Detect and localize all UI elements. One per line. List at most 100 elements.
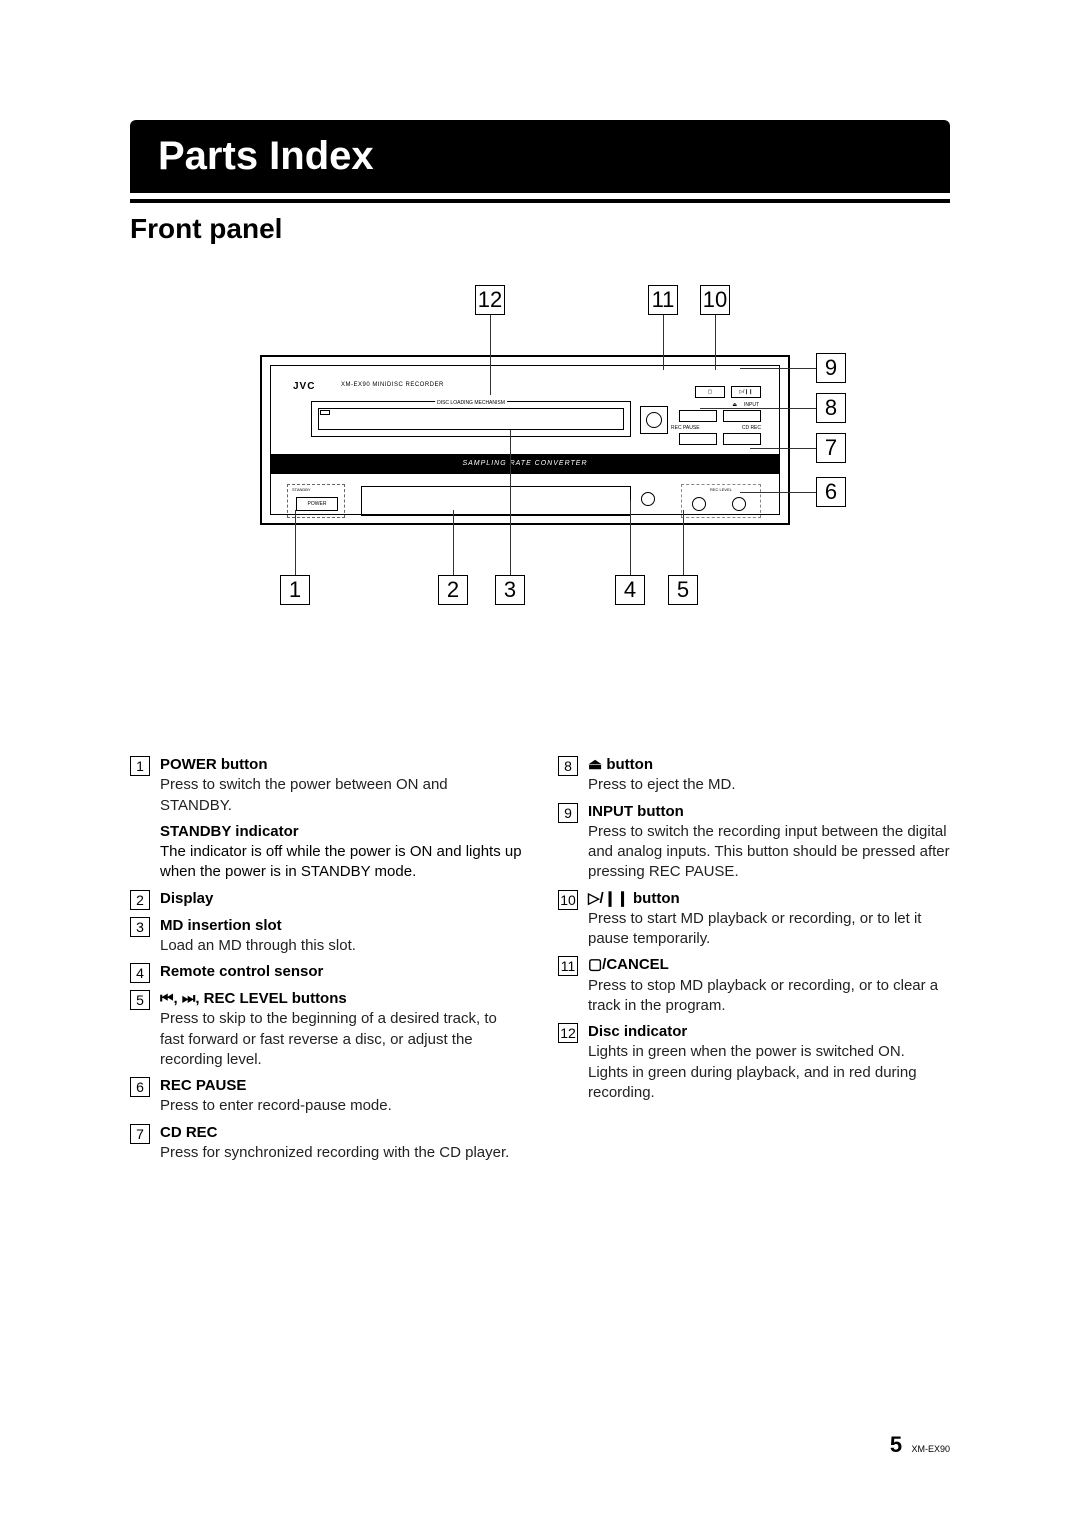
item-number: 12 [558,1023,578,1043]
item-desc: Press to skip to the beginning of a desi… [160,1009,522,1070]
item-body: ▢/CANCEL Press to stop MD playback or rec… [588,955,950,1016]
item-number: 6 [130,1077,150,1097]
callout-7: 7 [816,433,846,463]
prev-knob [692,497,706,511]
footer-model: XM-EX90 [911,1444,950,1454]
section-subtitle: Front panel [130,213,950,245]
item-title: STANDBY indicator [160,822,522,842]
callout-4: 4 [615,575,645,605]
item-body: INPUT button Press to switch the recordin… [588,802,950,883]
rec-pause-label: REC PAUSE [671,425,700,431]
lead-6 [740,492,816,493]
lead-10 [715,315,716,370]
item-title: INPUT button [588,803,684,820]
item-number: 5 [130,990,150,1010]
item-number: 10 [558,890,578,910]
lead-8 [700,408,816,409]
list-item: 9 INPUT button Press to switch the recordi… [558,802,950,883]
item-title: ▢/CANCEL [588,956,669,973]
lead-4 [630,500,631,575]
eject-button [679,410,717,422]
item-title: ⏮, ⏭, REC LEVEL buttons [160,990,347,1007]
lead-12 [490,315,491,395]
device-outline: JVC XM-EX90 MINIDISC RECORDER DISC LOADI… [260,355,790,525]
remote-sensor [641,492,655,506]
input-button [723,410,761,422]
item-desc: Press for synchronized recording with th… [160,1143,522,1163]
power-button: POWER [296,497,338,511]
callout-8: 8 [816,393,846,423]
list-item: 1 POWER button Press to switch the power b… [130,755,522,816]
rec-pause-button [679,433,717,445]
item-desc: Press to switch the power between ON and… [160,775,522,816]
item-number: 9 [558,803,578,823]
item-body: Display [160,889,522,910]
left-column: 1 POWER button Press to switch the power b… [130,755,522,1169]
list-item: 3 MD insertion slotLoad an MD through thi… [130,916,522,957]
item-body: ⏏ button Press to eject the MD. [588,755,950,796]
callout-2: 2 [438,575,468,605]
list-item: 6 REC PAUSE Press to enter record-pause mo… [130,1076,522,1117]
item-desc: Press to switch the recording input betw… [588,822,950,883]
list-item: 12 Disc indicator Lights in green when the… [558,1022,950,1103]
lead-2 [453,510,454,575]
item-title: REC PAUSE [160,1077,246,1094]
right-column: 8 ⏏ button Press to eject the MD. 9 INPUT bu… [558,755,950,1169]
page-footer: 5 XM-EX90 [890,1432,950,1458]
page-title-bar: Parts Index [130,120,950,193]
callout-6: 6 [816,477,846,507]
item-title: Display [160,890,213,907]
item-number: 4 [130,963,150,983]
list-item: 8 ⏏ button Press to eject the MD. [558,755,950,796]
item-title: POWER button [160,756,267,773]
item-title: CD REC [160,1124,218,1141]
description-columns: 1 POWER button Press to switch the power b… [130,755,950,1169]
item-title: Disc indicator [588,1023,687,1040]
item-number: 3 [130,917,150,937]
item-number: 1 [130,756,150,776]
item-body: REC PAUSE Press to enter record-pause mod… [160,1076,522,1117]
page-number: 5 [890,1432,902,1457]
display-window [361,486,631,516]
lead-7 [750,448,816,449]
model-label: XM-EX90 MINIDISC RECORDER [341,382,444,388]
lead-3 [510,430,511,575]
item-number: 8 [558,756,578,776]
item-desc: Press to start MD playback or recording,… [588,909,950,950]
item-desc: The indicator is off while the power is … [160,842,522,883]
item-body: ⏮, ⏭, REC LEVEL buttons Press to skip to … [160,989,522,1070]
lead-9 [740,368,816,369]
item-desc: Press to stop MD playback or recording, … [588,976,950,1017]
stop-button: ▢ [695,386,725,398]
item-desc: Load an MD through this slot. [160,936,522,956]
sampling-strip: SAMPLING RATE CONVERTER [271,454,779,474]
lead-5 [683,510,684,575]
item-body: Disc indicator Lights in green when the p… [588,1022,950,1103]
next-knob [732,497,746,511]
list-item: 11▢/CANCELPress to stop MD playback or r… [558,955,950,1016]
item-body: MD insertion slotLoad an MD through this… [160,916,522,957]
cd-rec-button [723,433,761,445]
device-inner: JVC XM-EX90 MINIDISC RECORDER DISC LOADI… [270,365,780,515]
item-body: ▷/❙❙ buttonPress to start MD playback or… [588,889,950,950]
item-desc: Lights in green when the power is switch… [588,1042,950,1103]
item-desc: Press to eject the MD. [588,775,950,795]
divider [130,199,950,203]
callout-12: 12 [475,285,505,315]
md-slot: DISC LOADING MECHANISM [311,401,631,437]
callout-10: 10 [700,285,730,315]
right-button-cluster: ▢ ▷/❙❙ ⏏ INPUT REC PAUSE CD REC [671,386,761,445]
callout-9: 9 [816,353,846,383]
list-item: 7 CD REC Press for synchronized recording … [130,1123,522,1164]
md-disc-icon [640,406,668,434]
item-desc: Press to enter record-pause mode. [160,1096,522,1116]
callout-5: 5 [668,575,698,605]
list-item: 2 Display [130,889,522,910]
play-pause-button: ▷/❙❙ [731,386,761,398]
slot-inner [318,408,624,430]
item-number: 2 [130,890,150,910]
callout-1: 1 [280,575,310,605]
item-number: 7 [130,1124,150,1144]
item-title: ⏏ button [588,756,653,773]
front-panel-diagram: JVC XM-EX90 MINIDISC RECORDER DISC LOADI… [220,285,860,615]
